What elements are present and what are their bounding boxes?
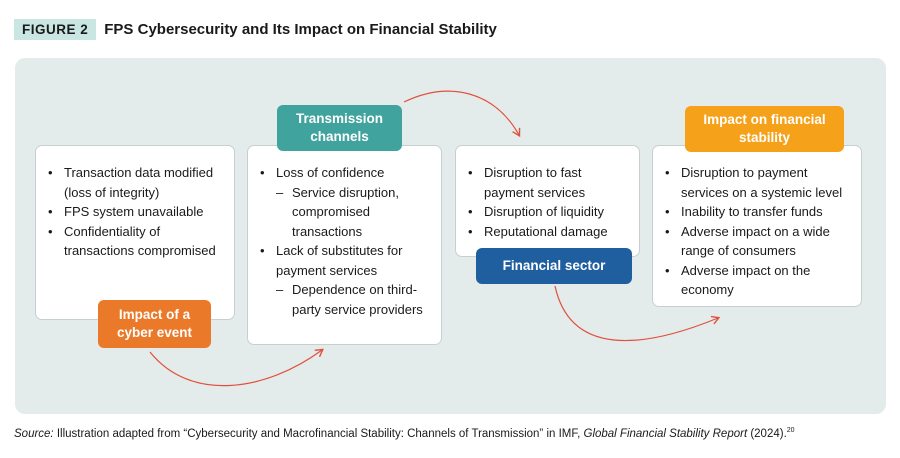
- list-item: Adverse impact on the economy: [653, 261, 861, 300]
- list-item: Disruption to payment services on a syst…: [653, 163, 861, 202]
- figure-title: FPS Cybersecurity and Its Impact on Fina…: [104, 20, 497, 38]
- list-item: Adverse impact on a wide range of consum…: [653, 222, 861, 261]
- list-item: Lack of substitutes for payment services: [248, 241, 441, 280]
- transmission-channels-tag: Transmission channels: [277, 105, 402, 151]
- list-item: Inability to transfer funds: [653, 202, 861, 222]
- source-report: Global Financial Stability Report: [583, 427, 748, 440]
- list-item: FPS system unavailable: [36, 202, 234, 222]
- arrow-financial-to-stability: [554, 285, 721, 342]
- financial-sector-card: Disruption to fast payment services Disr…: [455, 145, 640, 257]
- figure-header: FIGURE 2 FPS Cybersecurity and Its Impac…: [14, 18, 497, 40]
- financial-sector-tag: Financial sector: [476, 248, 632, 284]
- source-text: Illustration adapted from “Cybersecurity…: [53, 427, 584, 440]
- source-footnote: 20: [786, 427, 795, 434]
- source-note: Source: Illustration adapted from “Cyber…: [14, 427, 795, 440]
- financial-stability-tag: Impact on financial stability: [685, 106, 844, 152]
- transmission-card: Loss of confidence Service disruption, c…: [247, 145, 442, 345]
- cyber-event-tag: Impact of a cyber event: [98, 300, 211, 348]
- list-item: Disruption of liquidity: [456, 202, 639, 222]
- financial-stability-card: Disruption to payment services on a syst…: [652, 145, 862, 307]
- source-label: Source:: [14, 427, 54, 440]
- list-item: Transaction data modified (loss of integ…: [36, 163, 234, 202]
- arrow-transmission-to-financial: [403, 90, 521, 138]
- list-sub-item: Service disruption, compromised transact…: [248, 183, 441, 242]
- list-item: Confidentiality of transactions compromi…: [36, 222, 234, 261]
- source-year: (2024).: [747, 427, 787, 440]
- arrow-cyber-to-transmission: [149, 348, 324, 387]
- list-item: Loss of confidence: [248, 163, 441, 183]
- cyber-event-card: Transaction data modified (loss of integ…: [35, 145, 235, 320]
- figure-label: FIGURE 2: [14, 18, 97, 40]
- list-sub-item: Dependence on third-party service provid…: [248, 280, 441, 319]
- list-item: Disruption to fast payment services: [456, 163, 639, 202]
- list-item: Reputational damage: [456, 222, 639, 242]
